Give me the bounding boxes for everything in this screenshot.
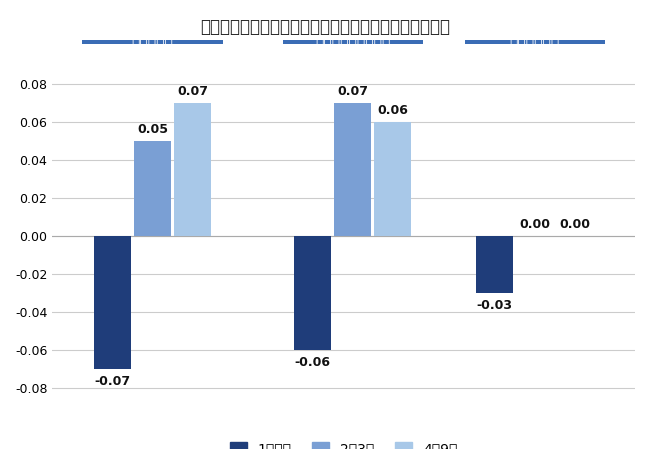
Bar [334, 103, 371, 236]
Text: 0.00: 0.00 [519, 218, 551, 230]
Bar [476, 236, 514, 293]
Text: -0.03: -0.03 [477, 299, 513, 312]
Text: -0.06: -0.06 [294, 356, 331, 369]
Text: 条件ギャップ: 条件ギャップ [510, 35, 560, 49]
Bar [294, 236, 332, 350]
Text: 0.00: 0.00 [560, 218, 590, 230]
Text: 0.07: 0.07 [337, 85, 369, 98]
Text: 0.06: 0.06 [378, 104, 408, 117]
Text: 人ギャップ: 人ギャップ [131, 35, 174, 49]
Text: 0.05: 0.05 [137, 123, 168, 136]
Bar [134, 141, 171, 236]
Bar [374, 122, 411, 236]
Text: 組織・仕事ギャップ: 組織・仕事ギャップ [315, 35, 391, 49]
Bar [94, 236, 131, 369]
Legend: 1社以下, 2〜3社, 4〜9社: 1社以下, 2〜3社, 4〜9社 [224, 436, 463, 449]
Bar [174, 103, 211, 236]
Text: -0.07: -0.07 [94, 375, 131, 388]
Text: 0.07: 0.07 [177, 85, 208, 98]
Text: 最初の会社のリアリティショックと就職で調べた企業数: 最初の会社のリアリティショックと就職で調べた企業数 [200, 18, 450, 36]
